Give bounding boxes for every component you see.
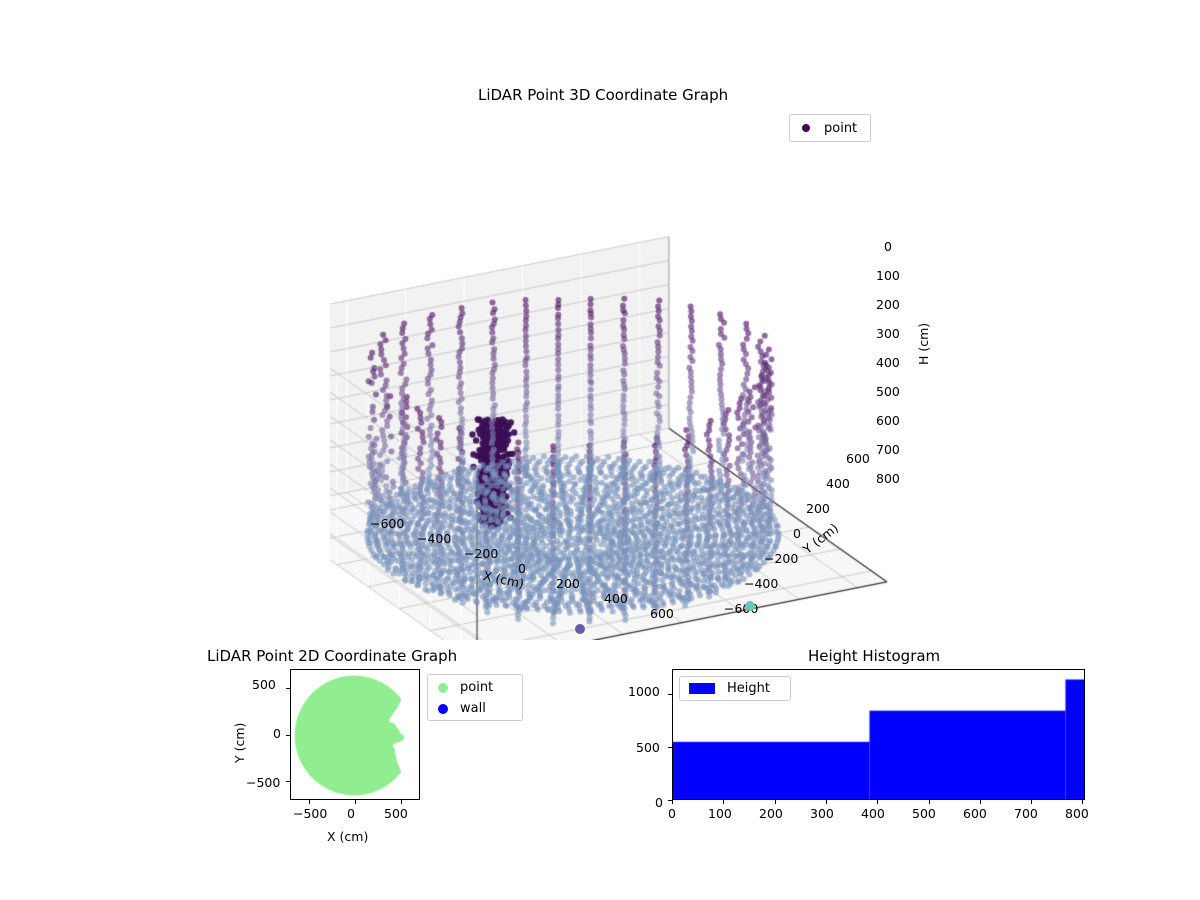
y-tick-200: 200: [806, 501, 830, 516]
plot2d-y-tickmark: [286, 687, 290, 689]
hist-x-tickmark: [672, 800, 673, 804]
stray-point-1: [575, 624, 585, 634]
hist-x-tickmark: [774, 800, 776, 804]
plot2d-x-tickmark: [355, 800, 356, 804]
plot2d-x-tickmark: [308, 800, 310, 804]
hist-x-tick-800: 800: [1065, 806, 1089, 821]
hist-y-tick-500: 500: [636, 740, 660, 755]
x-tick--600: −600: [370, 516, 405, 531]
h-tick-200: 200: [876, 297, 900, 312]
h-axis-label: H (cm): [916, 322, 931, 365]
legend-label-height: Height: [727, 681, 770, 696]
plot2d-y-tick-500: 500: [252, 677, 276, 692]
point-marker-icon: [802, 124, 810, 132]
plot2d-axes: [290, 669, 420, 800]
legend-entry-point: point: [435, 677, 515, 698]
h-tick-600: 600: [876, 413, 900, 428]
plot2d-legend: point wall: [427, 674, 523, 721]
hist-x-tick-0: 0: [668, 806, 676, 821]
legend-label-point: point: [460, 680, 494, 695]
legend-label-point: point: [824, 120, 858, 136]
plot3d-point-cloud: [330, 150, 890, 640]
hist-x-tick-200: 200: [759, 806, 783, 821]
plot2d-y-tick--500: −500: [246, 775, 281, 790]
hist-x-tickmark: [1082, 800, 1084, 804]
hist-x-tickmark: [877, 800, 879, 804]
height-swatch-icon: [689, 683, 715, 694]
y-tick-600: 600: [846, 451, 870, 466]
plot3d-legend: point: [789, 114, 871, 142]
hist-y-tick-0: 0: [655, 795, 663, 810]
plot2d-y-tick-0: 0: [273, 726, 281, 741]
hist-y-tickmark: [668, 747, 672, 749]
plot2d-x-tick--500: −500: [293, 806, 328, 821]
stray-point-2: [745, 601, 755, 611]
x-tick-200: 200: [556, 576, 580, 591]
plot2d-x-tick-500: 500: [384, 806, 408, 821]
legend-entry-point: point: [798, 115, 862, 141]
h-tick-700: 700: [876, 442, 900, 457]
y-tick--400: −400: [744, 576, 779, 591]
hist-x-tick-100: 100: [708, 806, 732, 821]
legend-label-wall: wall: [460, 701, 486, 716]
x-tick--200: −200: [464, 546, 499, 561]
plot2d-y-tickmark: [286, 781, 290, 783]
hist-x-tickmark: [979, 800, 981, 804]
legend-entry-height: Height: [687, 677, 783, 700]
h-tick-400: 400: [876, 355, 900, 370]
plot2d-x-axis-label: X (cm): [327, 829, 369, 844]
h-tick-500: 500: [876, 384, 900, 399]
hist-x-tickmark: [928, 800, 930, 804]
point-marker-icon: [438, 682, 448, 693]
hist-x-tick-500: 500: [912, 806, 936, 821]
hist-x-tickmark: [1031, 800, 1033, 804]
plot3d-axes: [330, 150, 890, 640]
hist-x-tick-300: 300: [810, 806, 834, 821]
plot2d-title: LiDAR Point 2D Coordinate Graph: [207, 647, 458, 665]
h-tick-800: 800: [876, 471, 900, 486]
hist-x-tickmark: [723, 800, 725, 804]
hist-y-tickmark: [668, 800, 672, 801]
hist-x-tick-400: 400: [861, 806, 885, 821]
histogram-title: Height Histogram: [808, 647, 941, 665]
histogram-legend: Height: [679, 676, 791, 701]
legend-entry-wall: wall: [435, 698, 515, 719]
hist-x-tick-700: 700: [1014, 806, 1038, 821]
h-tick-0: 0: [884, 239, 892, 254]
x-tick-600: 600: [650, 606, 674, 621]
plot2d-x-tick-0: 0: [347, 806, 355, 821]
hist-x-tickmark: [825, 800, 827, 804]
x-tick--400: −400: [417, 531, 452, 546]
y-tick-400: 400: [826, 476, 850, 491]
h-tick-300: 300: [876, 326, 900, 341]
x-tick-0: 0: [518, 561, 526, 576]
plot2d-x-tickmark: [401, 800, 403, 804]
hist-y-tick-1000: 1000: [628, 684, 660, 699]
y-tick-0: 0: [793, 526, 801, 541]
x-tick-400: 400: [604, 591, 628, 606]
plot2d-y-tickmark: [286, 734, 290, 736]
hist-x-tick-600: 600: [963, 806, 987, 821]
hist-y-tickmark: [668, 694, 672, 696]
wall-marker-icon: [438, 703, 448, 714]
plot2d-y-axis-label: Y (cm): [232, 722, 247, 763]
plot3d-title: LiDAR Point 3D Coordinate Graph: [478, 86, 729, 104]
h-tick-100: 100: [876, 268, 900, 283]
plot2d-point-cloud: [291, 670, 419, 799]
y-tick--200: −200: [764, 551, 799, 566]
